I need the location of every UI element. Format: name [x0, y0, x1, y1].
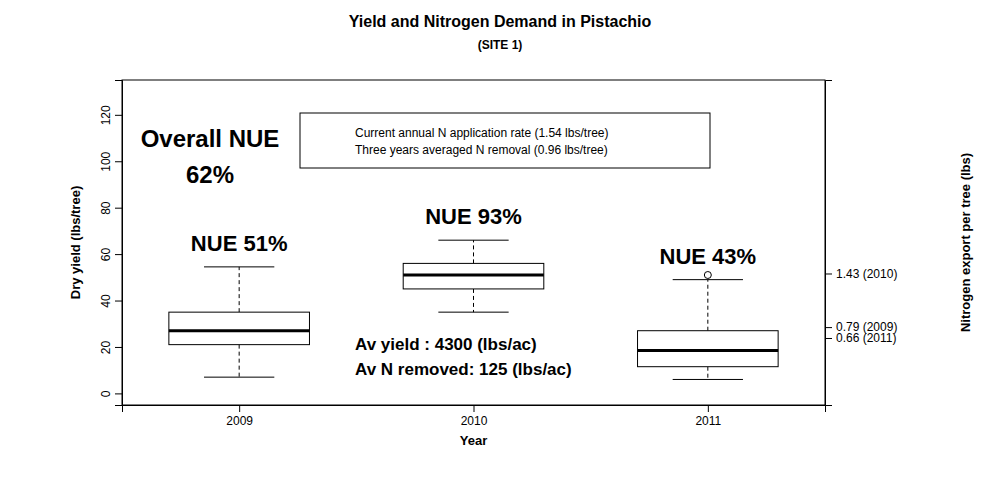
- y-tick-mark: [115, 347, 122, 348]
- y-tick-label: 0: [99, 390, 113, 397]
- box-group: [403, 240, 544, 312]
- x-tick-label: 2011: [695, 414, 721, 428]
- cap-high: [204, 266, 274, 267]
- y-tick-mark: [115, 161, 122, 162]
- y-tick-label: 80: [99, 201, 113, 215]
- y2-tick-label: 0.66 (2011): [836, 331, 897, 345]
- y-tick-mark: [115, 115, 122, 116]
- average-text: Av yield : 4300 (lbs/ac): [355, 335, 537, 354]
- y-tick-label: 60: [99, 248, 113, 262]
- nue-label: NUE 43%: [660, 244, 757, 269]
- cap-low: [438, 312, 508, 313]
- y-tick-label: 20: [99, 340, 113, 354]
- y-tick: 20: [99, 340, 122, 354]
- plot-frame: [122, 80, 825, 405]
- overall-nue: Overall NUE: [141, 125, 280, 152]
- y2-tick-label: 1.43 (2010): [836, 267, 897, 281]
- y2-tick-mark: [825, 327, 832, 328]
- y2-tick: 1.43 (2010): [825, 267, 897, 281]
- y-tick-label: 100: [99, 151, 113, 171]
- y-tick-mark: [115, 301, 122, 302]
- cap-high: [438, 240, 508, 241]
- box-group: [169, 267, 310, 377]
- y-tick: 60: [99, 248, 122, 262]
- y2-tick-mark: [825, 273, 832, 274]
- subtitle: (SITE 1): [478, 38, 523, 52]
- x-tick-label: 2010: [461, 414, 488, 428]
- y-tick: 80: [99, 201, 122, 215]
- whisker-low: [473, 289, 474, 312]
- x-tick-mark: [239, 405, 240, 412]
- y2-tick: 0.66 (2011): [825, 331, 897, 345]
- y-axis: 0 20 40 60 80 100 120: [99, 81, 123, 406]
- x-axis-line: [123, 406, 826, 413]
- cap-low: [204, 377, 274, 378]
- chart: Yield and Nitrogen Demand in Pistachio (S…: [0, 0, 1000, 486]
- x-tick: 2010: [461, 405, 488, 428]
- box: [169, 312, 310, 345]
- nue-label: NUE 93%: [425, 204, 522, 229]
- box: [638, 331, 779, 367]
- y-tick-mark: [115, 208, 122, 209]
- box-group: [638, 272, 779, 380]
- y-axis-line: [115, 81, 123, 406]
- x-tick: 2009: [226, 405, 253, 428]
- y-tick-mark: [115, 254, 122, 255]
- y-tick-label: 40: [99, 294, 113, 308]
- y-tick: 100: [99, 151, 122, 171]
- boxes: [169, 240, 778, 379]
- median: [638, 349, 779, 352]
- average-text: Av N removed: 125 (lbs/ac): [355, 360, 572, 379]
- x-axis-title: Year: [460, 433, 487, 448]
- x-tick-label: 2009: [226, 414, 253, 428]
- y-tick: 0: [99, 390, 122, 397]
- x-tick-mark: [474, 405, 475, 412]
- legend-text: Three years averaged N removal (0.96 lbs…: [355, 143, 608, 157]
- overall-nue: 62%: [186, 161, 234, 188]
- median: [403, 274, 544, 277]
- y2-axis-title: Nitrogen export per tree (lbs): [958, 153, 973, 332]
- cap-low: [673, 379, 743, 380]
- box: [403, 263, 544, 289]
- y-tick-mark: [115, 393, 122, 394]
- y2-axis: 1.43 (2010)0.79 (2009)0.66 (2011): [825, 81, 897, 406]
- outlier: [704, 272, 711, 279]
- whisker-high: [473, 240, 474, 263]
- whisker-high: [707, 280, 708, 331]
- y-axis-title: Dry yield (lbs/tree): [68, 186, 83, 299]
- median: [169, 329, 310, 332]
- legend-text: Current annual N application rate (1.54 …: [355, 126, 608, 140]
- y-tick-label: 120: [99, 105, 113, 125]
- y2-tick-mark: [825, 338, 832, 339]
- whisker-low: [239, 345, 240, 378]
- title: Yield and Nitrogen Demand in Pistachio: [349, 13, 652, 30]
- y-tick: 40: [99, 294, 122, 308]
- x-tick-mark: [708, 405, 709, 412]
- nue-label: NUE 51%: [191, 231, 288, 256]
- x-axis: 2009 2010 2011: [123, 405, 826, 428]
- y-tick: 120: [99, 105, 122, 125]
- legend-box: [300, 113, 710, 168]
- cap-high: [673, 279, 743, 280]
- whisker-high: [239, 267, 240, 312]
- whisker-low: [707, 367, 708, 380]
- x-tick: 2011: [695, 405, 721, 428]
- y2-axis-line: [826, 81, 833, 406]
